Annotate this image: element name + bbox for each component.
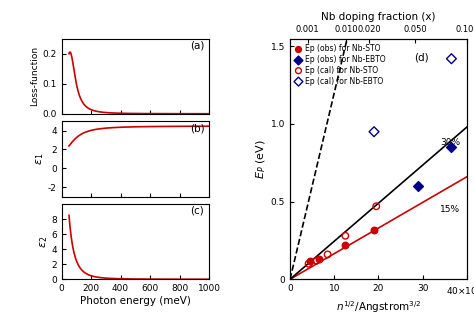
Ep (obs) for Nb-STO <box>370 227 378 232</box>
Ep (obs) for Nb-STO <box>306 258 314 263</box>
X-axis label: Nb doping fraction (x): Nb doping fraction (x) <box>321 13 436 22</box>
Ep (obs) for Nb-EBTO <box>414 184 422 189</box>
Ep (obs) for Nb-STO <box>341 243 349 248</box>
Y-axis label: $\varepsilon_2$: $\varepsilon_2$ <box>38 236 50 248</box>
Ep (cal) for Nb-STO <box>341 233 349 239</box>
Text: 30%: 30% <box>440 138 460 147</box>
Y-axis label: $\varepsilon_1$: $\varepsilon_1$ <box>35 153 46 165</box>
Ep (cal) for Nb-EBTO <box>370 129 378 134</box>
Text: 15%: 15% <box>440 204 460 213</box>
Ep (cal) for Nb-STO <box>305 261 312 266</box>
Ep (cal) for Nb-STO <box>324 252 331 257</box>
Text: (c): (c) <box>190 206 203 216</box>
Ep (obs) for Nb-STO <box>315 256 323 262</box>
Text: (d): (d) <box>414 52 428 62</box>
Ep (obs) for Nb-EBTO <box>447 145 455 150</box>
Ep (cal) for Nb-STO <box>313 258 320 263</box>
X-axis label: Photon energy (meV): Photon energy (meV) <box>80 296 191 306</box>
Text: (a): (a) <box>190 40 204 50</box>
Legend: Ep (obs) for Nb-STO, Ep (obs) for Nb-EBTO, Ep (cal) for Nb-STO, Ep (cal) for Nb-: Ep (obs) for Nb-STO, Ep (obs) for Nb-EBT… <box>294 42 387 87</box>
Y-axis label: Loss-function: Loss-function <box>31 46 40 106</box>
Ep (cal) for Nb-STO <box>373 204 380 209</box>
Text: (b): (b) <box>190 123 204 133</box>
Ep (cal) for Nb-EBTO <box>447 56 455 61</box>
Y-axis label: $E_P$ (eV): $E_P$ (eV) <box>255 139 268 179</box>
X-axis label: $n^{1/2}$/Angstrom$^{3/2}$: $n^{1/2}$/Angstrom$^{3/2}$ <box>336 299 421 315</box>
